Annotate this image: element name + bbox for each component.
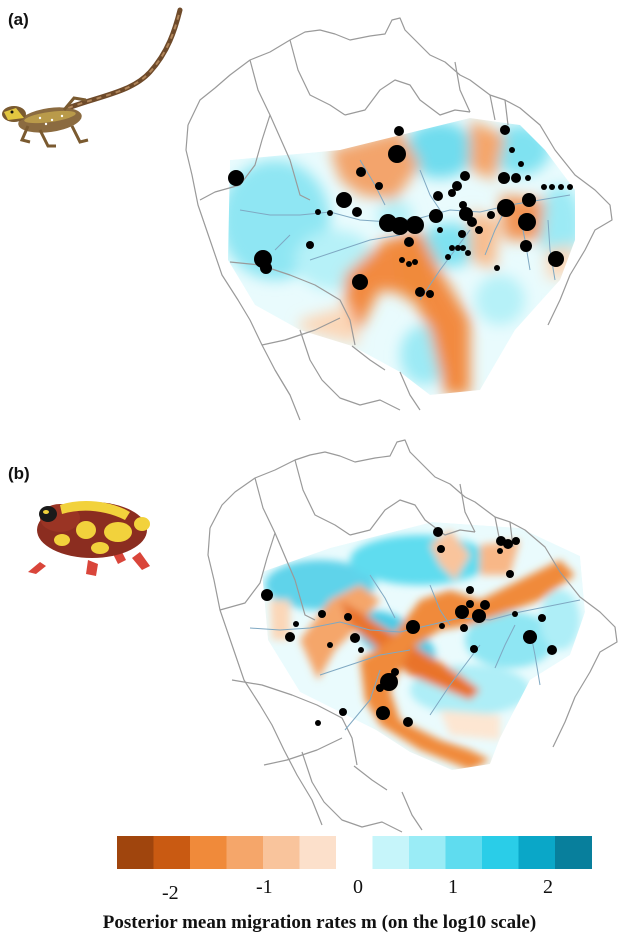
legend-swatch: [409, 836, 446, 869]
legend-swatch: [555, 836, 592, 869]
legend-swatch: [226, 836, 264, 869]
legend-swatch: [263, 836, 300, 869]
legend-swatch: [372, 836, 410, 869]
legend-swatch: [117, 836, 154, 869]
legend-tick-minus-2: -2: [162, 882, 179, 904]
sampling-sites-a: [228, 125, 573, 298]
panel-label-b: (b): [8, 464, 30, 483]
legend-color-bar: [117, 836, 592, 869]
panel-label-a: (a): [8, 10, 29, 29]
legend-swatch: [190, 836, 227, 869]
legend-tick-0: 0: [353, 876, 363, 898]
map-a: [185, 17, 613, 421]
legend-tick-2: 2: [543, 876, 553, 898]
migration-surface-a: [228, 118, 575, 395]
legend-swatch: [153, 836, 191, 869]
frog-photo: [28, 500, 150, 576]
legend-tick-minus-1: -1: [256, 876, 273, 898]
legend-title: Posterior mean migration rates m (on the…: [102, 912, 537, 933]
country-borders-b: [207, 439, 618, 833]
migration-surface-b: [262, 522, 585, 770]
legend-swatch: [299, 836, 337, 869]
legend-swatch: [445, 836, 483, 869]
map-b: [207, 439, 618, 833]
lizard-photo: [2, 7, 183, 148]
legend-swatch: [336, 836, 373, 869]
sampling-sites-b: [261, 527, 557, 727]
legend-tick-1: 1: [448, 876, 458, 898]
legend-swatch: [482, 836, 519, 869]
legend-swatch: [518, 836, 556, 869]
